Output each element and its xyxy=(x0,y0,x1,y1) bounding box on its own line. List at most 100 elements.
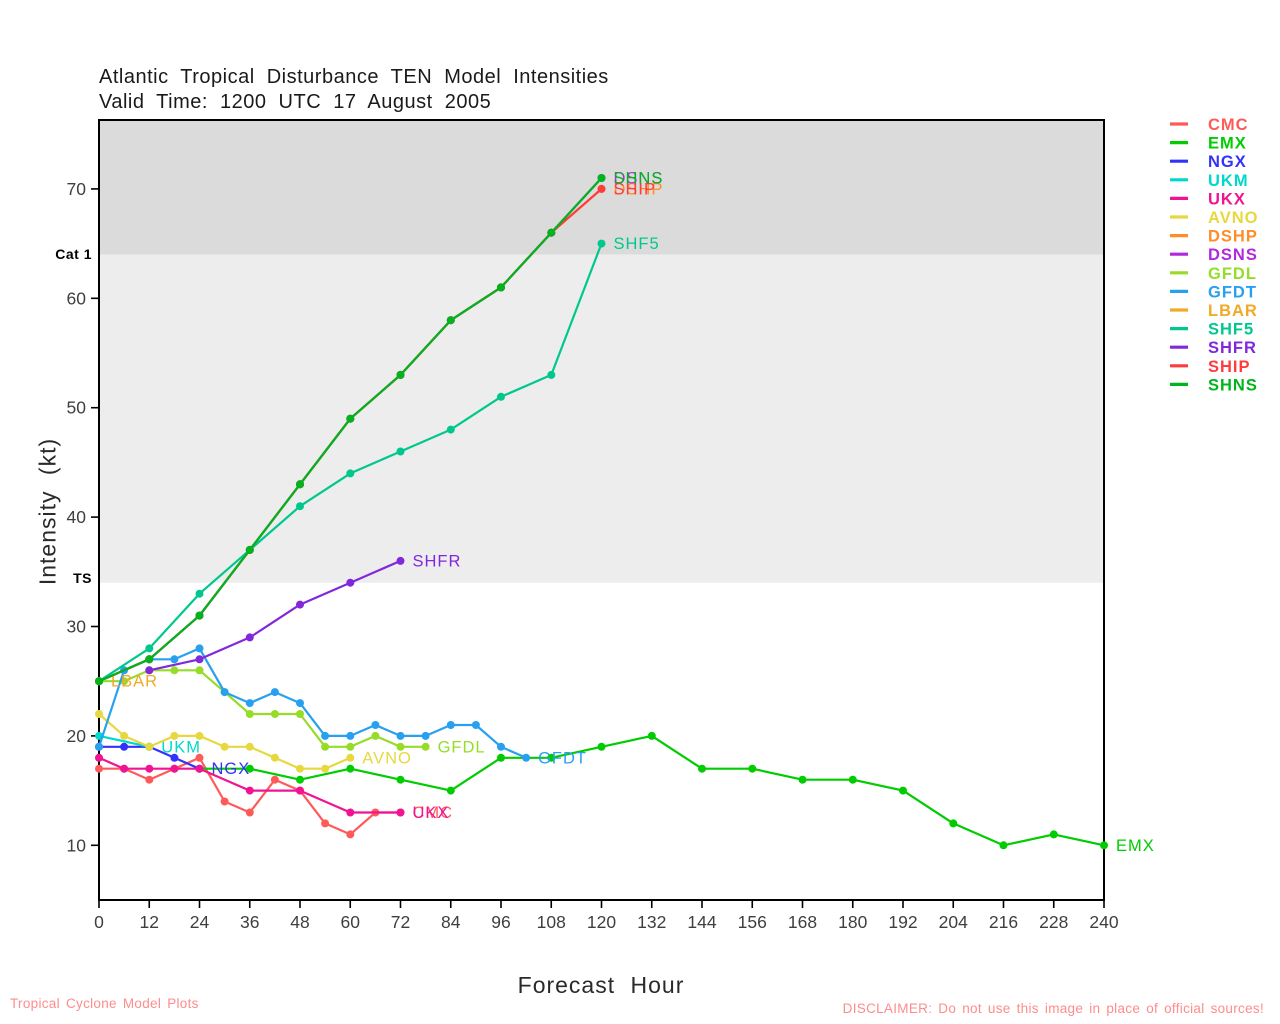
series-point-GFDT xyxy=(245,699,254,708)
series-point-NGX xyxy=(120,742,129,751)
series-point-EMX xyxy=(446,786,455,795)
y-tick-label: 10 xyxy=(67,835,87,855)
x-tick-label: 24 xyxy=(190,912,210,932)
series-point-GFDT xyxy=(220,688,229,697)
series-point-GFDT xyxy=(497,742,505,751)
x-tick-label: 120 xyxy=(587,912,616,932)
series-label-GFDT: GFDT xyxy=(538,749,587,767)
series-point-GFDT xyxy=(446,721,455,729)
y-tick-label: 20 xyxy=(67,726,87,746)
series-point-SHNS xyxy=(346,414,355,423)
series-point-SHNS xyxy=(145,655,154,664)
series-point-GFDL xyxy=(346,742,355,751)
tropical-storm-band xyxy=(99,254,1104,583)
series-point-GFDL xyxy=(321,742,330,751)
legend-label-AVNO: AVNO xyxy=(1208,209,1258,227)
x-tick-label: 96 xyxy=(491,912,510,932)
legend-label-DSHP: DSHP xyxy=(1208,228,1258,246)
legend-label-UKM: UKM xyxy=(1208,172,1249,190)
series-point-EMX xyxy=(1049,830,1058,839)
series-point-SHNS xyxy=(547,228,556,237)
y-tick-label: 70 xyxy=(67,179,87,199)
x-tick-label: 12 xyxy=(140,912,159,932)
series-point-GFDL xyxy=(245,710,254,718)
footer-disclaimer: DISCLAIMER: Do not use this image in pla… xyxy=(841,975,1264,1024)
series-label-UKX: UKX xyxy=(413,804,450,822)
x-tick-label: 0 xyxy=(94,912,104,932)
series-point-CMC xyxy=(321,819,330,828)
series-point-GFDT xyxy=(471,721,480,729)
series-point-SHF5 xyxy=(446,425,455,434)
series-point-SHF5 xyxy=(396,447,405,456)
series-point-GFDL xyxy=(371,731,380,740)
series-point-SHFR xyxy=(195,655,204,664)
legend-label-GFDT: GFDT xyxy=(1208,283,1257,301)
series-point-EMX xyxy=(647,731,656,740)
cat1-threshold-label: Cat 1 xyxy=(55,246,92,262)
footer-credits: Tropical Cyclone Model Plots http://dere… xyxy=(10,970,374,1024)
ts-threshold-label: TS xyxy=(73,570,92,586)
series-point-GFDL xyxy=(296,710,304,718)
series-point-AVNO xyxy=(245,742,254,751)
series-point-AVNO xyxy=(145,742,154,751)
series-point-SHNS xyxy=(396,370,405,379)
x-tick-label: 36 xyxy=(240,912,259,932)
series-point-UKX xyxy=(95,753,103,762)
x-tick-label: 144 xyxy=(687,912,716,932)
series-point-UKX xyxy=(346,808,355,817)
series-point-GFDT xyxy=(195,644,204,653)
series-point-CMC xyxy=(245,808,254,817)
legend-label-SHF5: SHF5 xyxy=(1208,321,1254,339)
series-point-AVNO xyxy=(220,742,229,751)
y-tick-label: 60 xyxy=(67,288,87,308)
series-point-AVNO xyxy=(95,710,103,718)
series-point-GFDT xyxy=(522,753,531,762)
series-point-SHNS xyxy=(245,545,254,554)
legend-label-SHNS: SHNS xyxy=(1208,376,1258,394)
series-point-GFDL xyxy=(396,742,405,751)
legend-label-NGX: NGX xyxy=(1208,153,1247,171)
series-point-GFDT xyxy=(95,742,103,751)
series-point-SHFR xyxy=(245,633,254,642)
series-point-SHFR xyxy=(296,600,304,609)
series-point-CMC xyxy=(220,797,229,806)
series-point-AVNO xyxy=(346,753,355,762)
footer-credit-line-1: Tropical Cyclone Model Plots xyxy=(10,996,199,1011)
x-tick-label: 108 xyxy=(537,912,566,932)
series-point-EMX xyxy=(698,764,706,773)
series-point-EMX xyxy=(396,775,405,784)
legend-label-UKX: UKX xyxy=(1208,190,1246,208)
series-point-SHF5 xyxy=(195,589,204,598)
legend-label-DSNS: DSNS xyxy=(1208,246,1258,264)
series-label-UKM: UKM xyxy=(161,738,201,756)
x-tick-label: 60 xyxy=(341,912,361,932)
series-point-EMX xyxy=(597,742,606,751)
series-point-GFDT xyxy=(270,688,279,697)
series-point-GFDL xyxy=(270,710,279,718)
series-point-EMX xyxy=(1100,841,1108,850)
series-point-NGX xyxy=(170,753,179,762)
x-tick-label: 204 xyxy=(939,912,968,932)
legend-label-GFDL: GFDL xyxy=(1208,265,1257,283)
series-point-EMX xyxy=(547,753,556,762)
x-axis-title: Forecast Hour xyxy=(517,972,685,998)
series-label-LBAR: LBAR xyxy=(111,673,158,691)
x-tick-label: 216 xyxy=(989,912,1018,932)
series-point-SHIP xyxy=(597,184,606,193)
series-point-GFDT xyxy=(296,699,304,708)
series-point-GFDT xyxy=(170,655,179,664)
series-point-EMX xyxy=(899,786,907,795)
series-point-AVNO xyxy=(170,731,179,740)
series-point-SHF5 xyxy=(497,392,505,401)
x-tick-label: 168 xyxy=(788,912,817,932)
series-point-GFDT xyxy=(346,731,355,740)
x-tick-label: 132 xyxy=(637,912,666,932)
series-point-CMC xyxy=(195,753,204,762)
legend-label-SHFR: SHFR xyxy=(1208,339,1257,357)
series-point-UKX xyxy=(145,764,154,773)
series-label-CMC: CMC xyxy=(413,804,454,822)
series-label-SHFR: SHFR xyxy=(413,552,462,570)
series-label-NGX: NGX xyxy=(212,760,251,778)
